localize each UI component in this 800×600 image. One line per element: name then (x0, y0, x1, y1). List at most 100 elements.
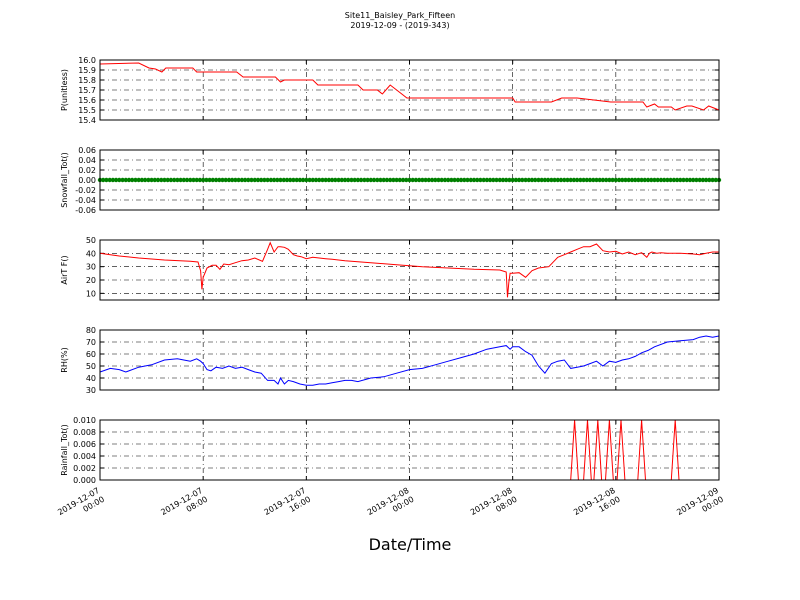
data-point (565, 177, 570, 183)
data-point (381, 177, 386, 183)
data-point (291, 177, 296, 183)
y-tick-label: 0.004 (73, 452, 96, 461)
data-point (468, 177, 473, 183)
data-point (707, 177, 712, 183)
data-point (584, 177, 589, 183)
data-point (407, 177, 412, 183)
data-point (581, 177, 586, 183)
data-point (136, 177, 141, 183)
data-point (668, 177, 673, 183)
y-tick-label: 80 (86, 326, 96, 335)
data-point (500, 177, 506, 183)
data-point (329, 177, 335, 183)
y-tick-label: 70 (86, 338, 96, 347)
data-point (674, 177, 680, 183)
data-point (288, 177, 293, 183)
panel-frame-0 (99, 59, 720, 121)
data-point (694, 177, 699, 183)
data-point (458, 177, 464, 183)
data-point (117, 177, 122, 183)
x-tick-label: 2019-12-0808:00 (469, 486, 519, 526)
data-point (394, 177, 399, 183)
data-point (178, 177, 183, 183)
data-point (184, 177, 190, 183)
data-point (388, 177, 393, 183)
data-point (671, 177, 677, 183)
y-tick-label: 15.6 (78, 96, 96, 105)
data-point (587, 177, 593, 183)
chart-title: Site11_Baisley_Park_Fifteen (344, 11, 456, 20)
y-tick-label: 20 (86, 276, 96, 285)
data-point (504, 177, 509, 183)
data-point (610, 177, 615, 183)
y-axis-label-4: Rainfall_Tot() (60, 424, 69, 476)
data-point (549, 177, 554, 183)
data-point (233, 177, 238, 183)
data-point (600, 177, 606, 183)
data-point (101, 177, 106, 183)
data-point (194, 177, 199, 183)
y-tick-label: -0.04 (75, 196, 96, 205)
y-axis-label-3: RH(%) (60, 347, 69, 372)
data-point (529, 177, 535, 183)
data-point (423, 177, 428, 183)
data-point (623, 177, 628, 183)
data-point (494, 177, 499, 183)
data-point (629, 177, 635, 183)
data-point (217, 177, 222, 183)
data-point (404, 177, 409, 183)
data-point (497, 177, 502, 183)
data-point (159, 177, 164, 183)
y-tick-label: -0.06 (75, 206, 96, 215)
data-point (645, 177, 651, 183)
data-point (284, 177, 290, 183)
data-point (478, 177, 483, 183)
data-point (542, 177, 548, 183)
y-tick-label: 15.4 (78, 116, 96, 125)
data-point (255, 177, 261, 183)
data-point (536, 177, 541, 183)
data-point (417, 177, 422, 183)
data-point (594, 177, 599, 183)
data-point (365, 177, 370, 183)
data-point (310, 177, 315, 183)
data-point (691, 177, 696, 183)
data-point (697, 177, 702, 183)
y-axis-label-1: Snowfall_Tot() (60, 152, 69, 208)
y-tick-label: -0.02 (75, 186, 96, 195)
data-point (626, 177, 631, 183)
data-point (204, 177, 209, 183)
data-point (507, 177, 512, 183)
data-point (339, 177, 344, 183)
data-point (568, 177, 573, 183)
data-point (510, 177, 515, 183)
data-point (607, 177, 612, 183)
data-point (613, 177, 618, 183)
data-point (155, 177, 161, 183)
data-point (571, 177, 577, 183)
data-point (230, 177, 235, 183)
data-point (297, 177, 303, 183)
data-point (452, 177, 457, 183)
y-tick-label: 0.002 (73, 464, 96, 473)
data-point (526, 177, 531, 183)
panel-frame-4 (99, 419, 720, 481)
data-point (120, 177, 125, 183)
x-tick-label: 2019-12-0816:00 (572, 486, 622, 526)
data-point (604, 177, 609, 183)
data-point (146, 177, 151, 183)
data-point (323, 177, 328, 183)
data-point (433, 177, 438, 183)
data-point (539, 177, 544, 183)
data-point (342, 177, 348, 183)
x-tick-label: 2019-12-0700:00 (56, 486, 106, 526)
data-point (639, 177, 644, 183)
data-point (333, 177, 338, 183)
data-point (520, 177, 525, 183)
data-point (578, 177, 583, 183)
data-point (265, 177, 270, 183)
data-point (133, 177, 138, 183)
x-tick-label: 2019-12-0900:00 (675, 486, 725, 526)
data-point (465, 177, 470, 183)
